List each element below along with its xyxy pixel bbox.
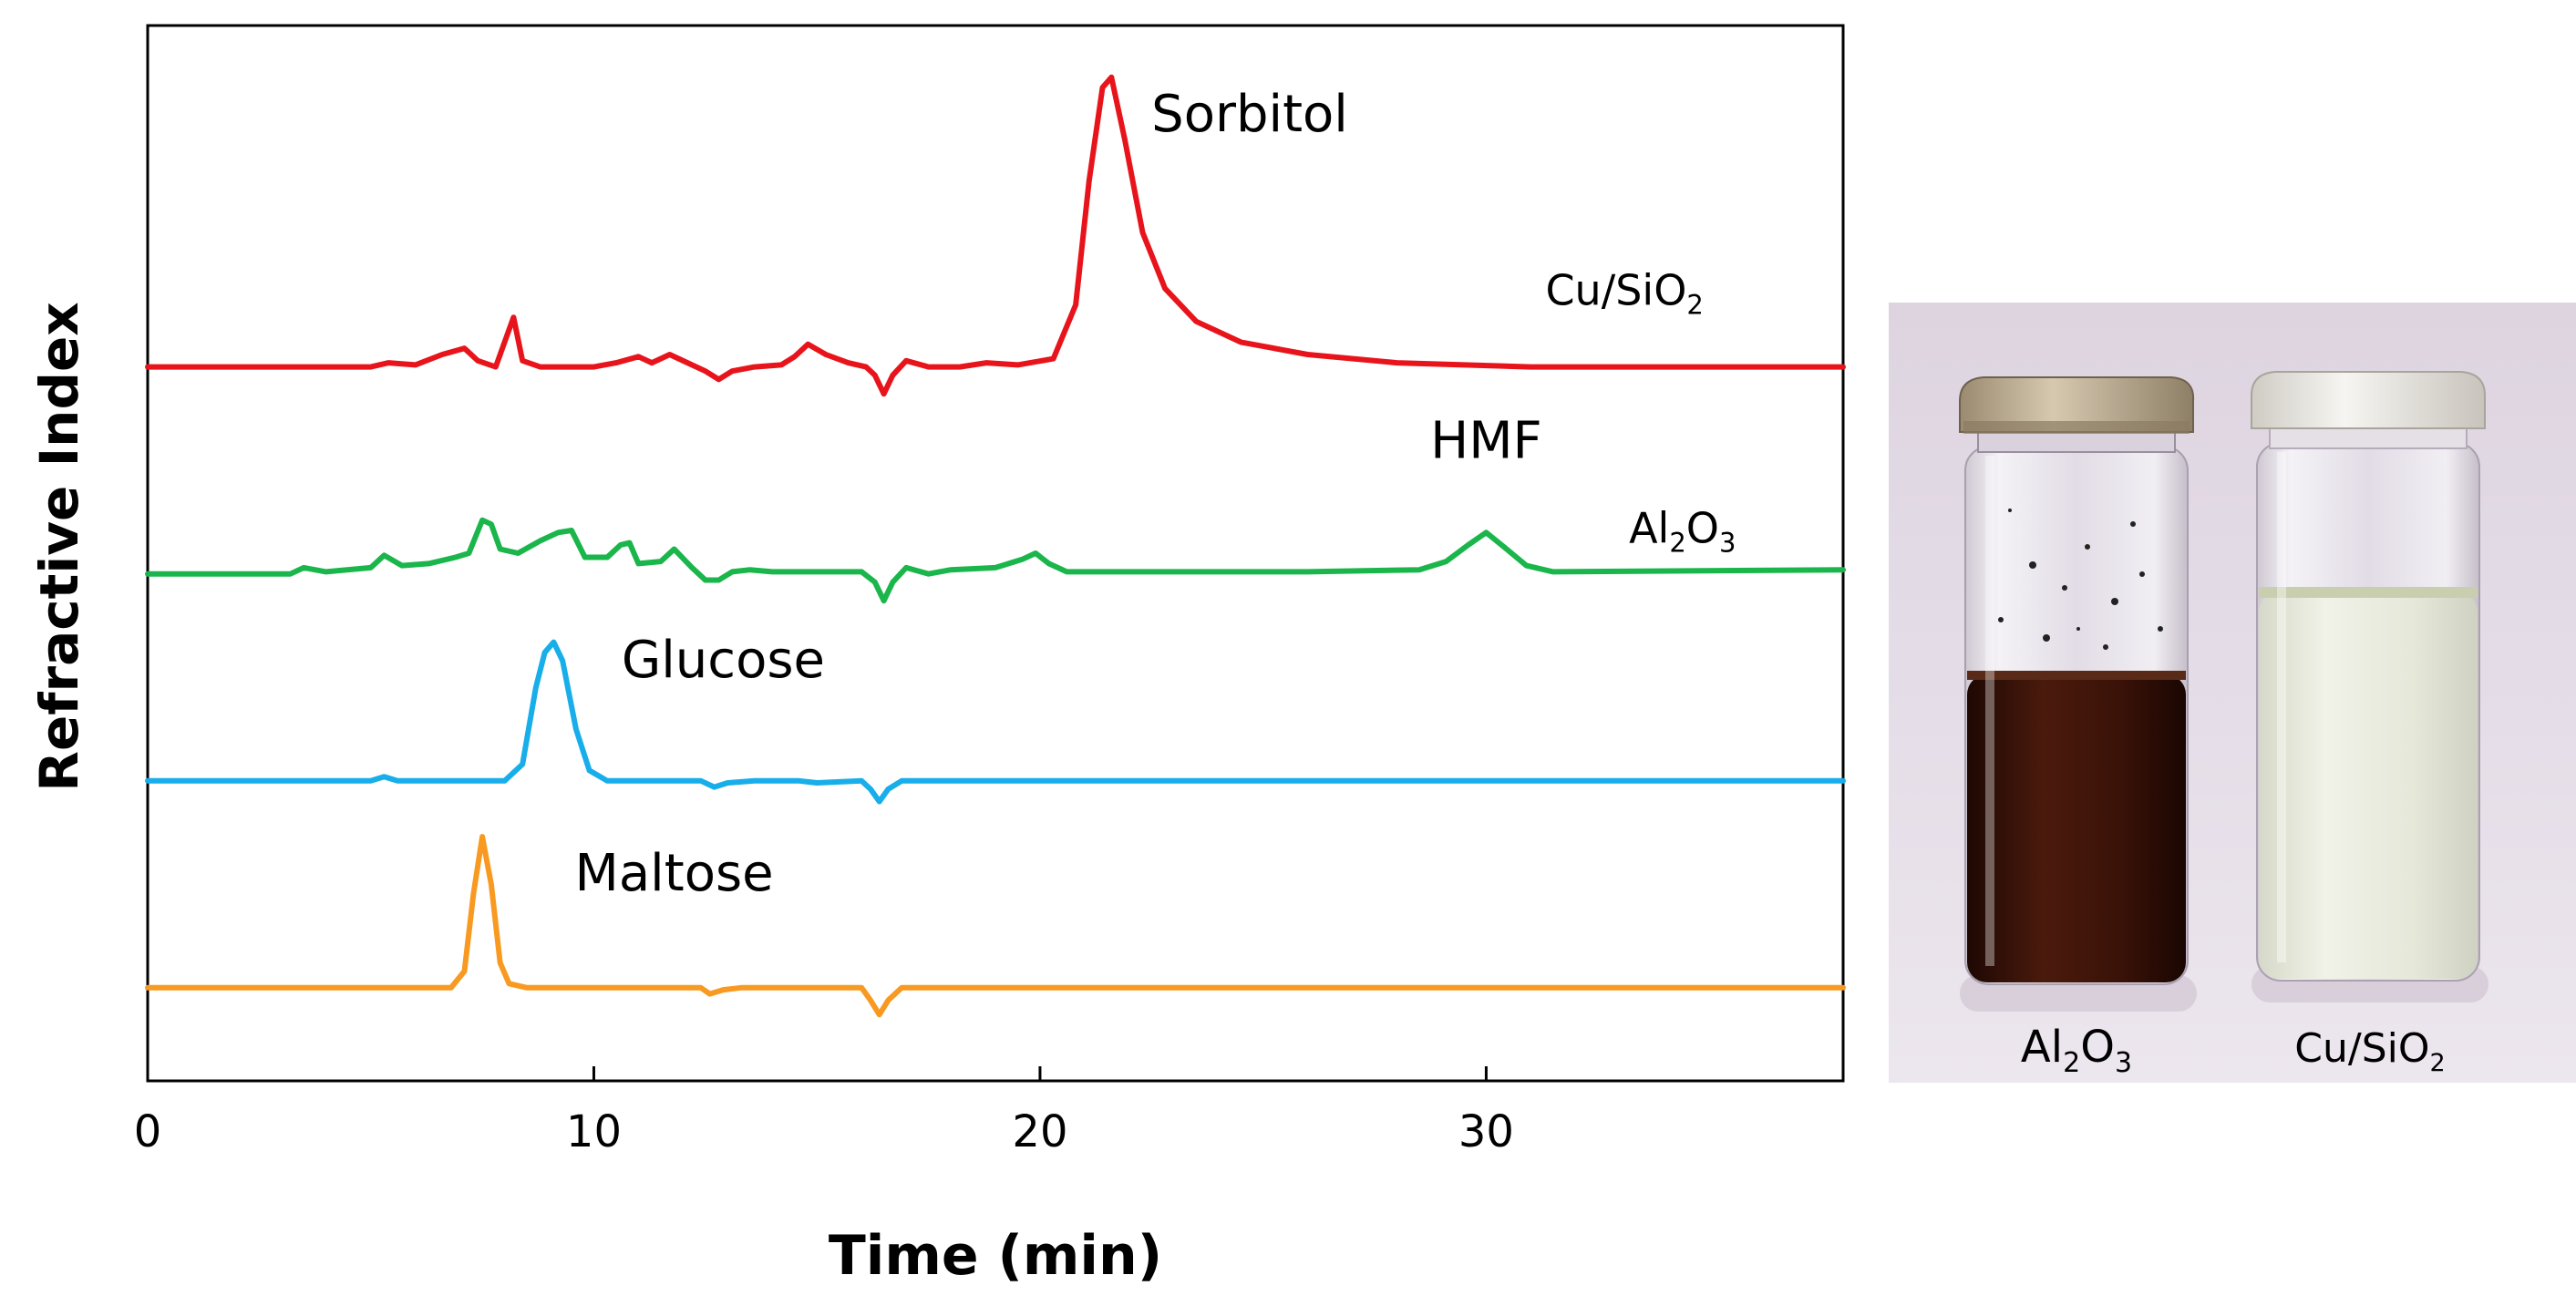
y-axis-label: Refractive Index: [28, 302, 90, 791]
peak-label-sorbitol: Sorbitol: [1151, 85, 1348, 144]
x-axis-ticks: 0 10 20 30: [134, 1066, 1514, 1157]
series-line-al2o3: [145, 517, 1846, 604]
x-tick-label: 0: [134, 1106, 162, 1157]
photo-label-al2o3: Al2​O3​: [2021, 1022, 2132, 1079]
series-label-al2o3-part: 3: [1719, 528, 1736, 559]
series-label-al2o3: Al2​O3​: [1629, 504, 1736, 559]
plot-frame: [146, 24, 1845, 1083]
series-label-al2o3-part: O: [1686, 504, 1719, 553]
vial-cusio2-meniscus: [2259, 587, 2478, 598]
photo-labels: Al2​O3​ Cu/SiO2​: [2021, 1022, 2446, 1079]
series-layer: [145, 74, 1846, 1018]
photo-label-al2o3-part: 3: [2115, 1047, 2132, 1079]
photo-label-al2o3-part: Al: [2021, 1022, 2063, 1073]
photo-label-cusio2-part: 2: [2430, 1049, 2446, 1077]
photo-label-cusio2: Cu/SiO2​: [2294, 1025, 2445, 1077]
x-tick-label: 30: [1458, 1106, 1514, 1157]
peak-label-glucose: Glucose: [622, 631, 825, 690]
x-tick-label: 10: [566, 1106, 622, 1157]
series-label-al2o3-part: 2: [1669, 528, 1685, 559]
vials-photo: Al2​O3​ Cu/SiO2​: [1889, 303, 2576, 1083]
vial-al2o3-highlight: [1985, 456, 1994, 966]
series-label-cu-sio2: Cu/SiO2​: [1545, 266, 1703, 321]
peak-label-maltose: Maltose: [575, 844, 774, 903]
photo-label-al2o3-part: 2: [2063, 1047, 2080, 1079]
vial-cusio2-cap: [2251, 371, 2486, 429]
photo-label-al2o3-part: O: [2080, 1022, 2115, 1073]
vial-al2o3-particles: [1998, 509, 2163, 650]
annotations-layer: Sorbitol HMF Glucose Maltose Cu/SiO2​ Al2​O3​: [575, 85, 1736, 903]
series-line-glucose: [145, 639, 1846, 805]
photo-label-cusio2-part: Cu/SiO: [2294, 1025, 2429, 1072]
x-axis-label: Time (min): [829, 1224, 1162, 1288]
series-line-cu-sio2: [145, 74, 1846, 397]
series-line-maltose: [145, 834, 1846, 1018]
vial-al2o3-liquid: [1967, 674, 2186, 982]
peak-label-hmf: HMF: [1430, 412, 1542, 471]
vial-cusio2-liquid: [2259, 592, 2478, 979]
vial-cusio2: [2251, 371, 2488, 1002]
series-label-cu-sio2-part: Cu/SiO: [1545, 266, 1686, 315]
vial-al2o3: [1959, 376, 2197, 1012]
vial-al2o3-cap: [1959, 376, 2195, 433]
series-label-al2o3-part: Al: [1629, 504, 1669, 553]
vial-al2o3-meniscus: [1967, 671, 2186, 680]
vial-cusio2-highlight: [2277, 452, 2286, 962]
series-label-cu-sio2-part: 2: [1686, 290, 1703, 321]
vial-al2o3-cap-ring: [1963, 421, 2190, 434]
chromatogram-chart: 0 10 20 30 SorbitolHMFGlucoseMaltoseCu/SiO2…: [28, 24, 1846, 1288]
x-tick-label: 20: [1012, 1106, 1067, 1157]
